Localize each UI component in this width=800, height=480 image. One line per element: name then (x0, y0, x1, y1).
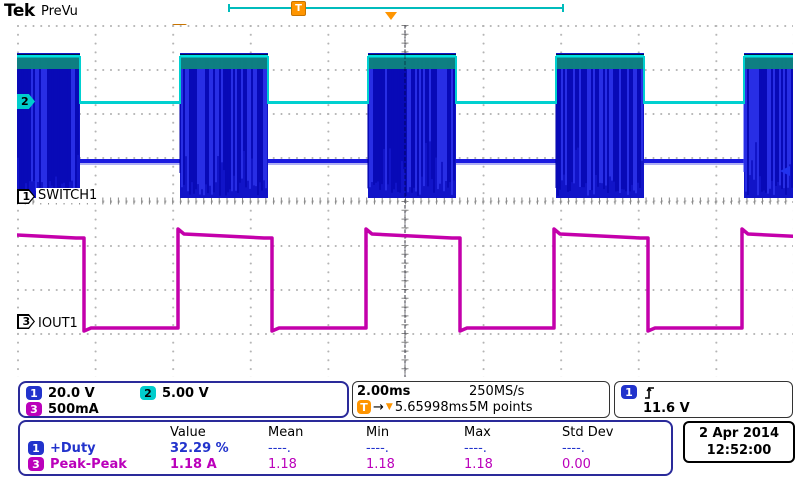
trigger-slope-icon (645, 386, 654, 399)
ch1-badge: 1 (26, 386, 42, 400)
meas-header-stddev: Std Dev (562, 424, 614, 440)
channel-scales-box: 1 20.0 V 2 5.00 V 3 500mA (18, 381, 349, 418)
trigger-marker-icon: ▼ (385, 402, 393, 412)
trigger-source-badge: 1 (621, 385, 637, 399)
ch1-scale: 20.0 V (48, 385, 95, 401)
tek-logo: Tek (4, 1, 35, 21)
record-view-end-tick (562, 4, 564, 12)
meas-cell: ----. (464, 440, 487, 456)
meas-cell: ----. (366, 440, 389, 456)
timebase-box: 2.00ms 250MS/s T → ▼ 5.65998ms 5M points (352, 381, 610, 418)
ch2-position-marker: 2 (17, 94, 35, 109)
timebase-scale: 2.00ms (357, 383, 411, 399)
meas-header-max: Max (464, 424, 491, 440)
sample-rate: 250MS/s (469, 383, 525, 399)
record-trigger-t-icon: T (291, 1, 306, 16)
meas-cell: ----. (268, 440, 291, 456)
meas-header-value: Value (170, 424, 206, 440)
trigger-arrow-icon: → (373, 399, 384, 415)
record-view-start-tick (228, 4, 230, 12)
meas-cell: ----. (562, 440, 585, 456)
trigger-position-icon (385, 12, 397, 20)
trigger-position-readout: T → ▼ 5.65998ms (357, 400, 469, 415)
ch1-waveform-label: SWITCH1 (36, 188, 100, 203)
ch1-level-arrow-icon (780, 166, 790, 176)
graticule: 2 1 3 SWITCH1 IOUT1 (17, 25, 793, 377)
time-label: 12:52:00 (706, 443, 772, 458)
meas-cell: 1.18 A (170, 456, 217, 472)
trigger-level: 11.6 V (643, 400, 690, 416)
trigger-box: 1 11.6 V (614, 381, 793, 418)
waveform-plot (17, 25, 793, 377)
meas-cell: 1.18 (366, 456, 395, 472)
ch3-waveform-label: IOUT1 (36, 316, 80, 331)
meas-header-mean: Mean (268, 424, 304, 440)
ch2-badge: 2 (140, 386, 156, 400)
ch3-position-marker: 3 (17, 314, 35, 329)
acquisition-status: PreVu (41, 4, 78, 19)
record-length: 5M points (469, 399, 533, 415)
measurements-box: Value Mean Min Max Std Dev 1 +Duty 32.29… (18, 420, 673, 476)
meas-cell: 1.18 (464, 456, 493, 472)
ch2-scale: 5.00 V (162, 385, 209, 401)
meas-cell: 0.00 (562, 456, 591, 472)
ch3-badge: 3 (26, 402, 42, 416)
meas-row-name: 3 Peak-Peak (28, 457, 170, 472)
record-view-bar (230, 7, 562, 9)
ch1-position-marker: 1 (17, 189, 35, 204)
meas-header-min: Min (366, 424, 390, 440)
meas-cell: 1.18 (268, 456, 297, 472)
date-label: 2 Apr 2014 (698, 426, 780, 441)
trigger-t-icon: T (357, 400, 371, 414)
datetime-box: 2 Apr 2014 12:52:00 (683, 421, 795, 463)
meas-cell: 32.29 % (170, 440, 229, 456)
meas-row-name: 1 +Duty (28, 441, 170, 456)
ch3-scale: 500mA (48, 401, 99, 417)
trigger-position-value: 5.65998ms (394, 399, 469, 415)
